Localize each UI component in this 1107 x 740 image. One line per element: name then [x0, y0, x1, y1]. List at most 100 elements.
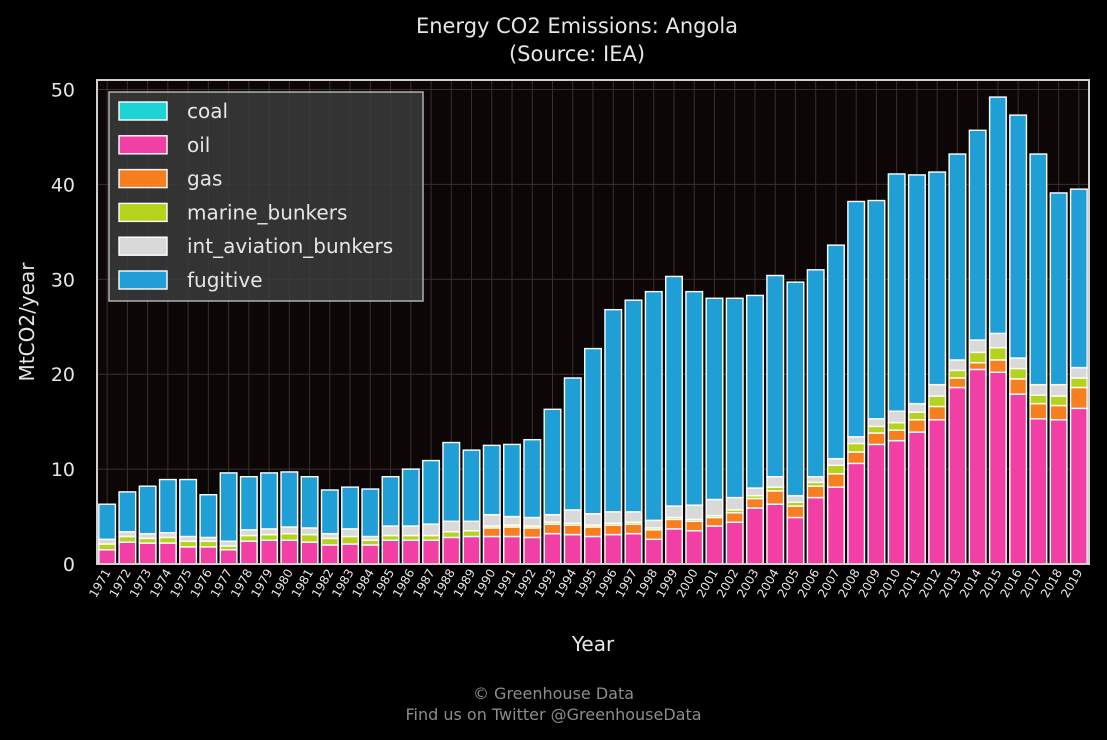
- bar-segment-oil: [422, 539, 441, 565]
- bar-segment-gas: [1009, 378, 1028, 395]
- bar-segment-marine_bunkers: [300, 533, 319, 543]
- legend-label-gas: gas: [187, 167, 222, 191]
- y-tick-label: 10: [51, 459, 75, 481]
- bar-segment-gas: [847, 451, 866, 465]
- bar-segment-int_aviation_bunkers: [988, 332, 1007, 349]
- bar-segment-marine_bunkers: [1049, 395, 1068, 407]
- bar-segment-oil: [826, 486, 845, 565]
- legend-swatch-coal: [118, 101, 168, 121]
- bar-segment-oil: [685, 530, 704, 565]
- bar-segment-fugitive: [583, 347, 603, 515]
- bar-segment-fugitive: [725, 297, 744, 499]
- bar-segment-gas: [604, 524, 623, 536]
- bar-segment-gas: [887, 429, 906, 442]
- bar-segment-gas: [928, 405, 947, 421]
- bar-segment-fugitive: [381, 475, 400, 527]
- bar-segment-marine_bunkers: [887, 421, 906, 431]
- bar-segment-fugitive: [138, 485, 157, 535]
- bar-segment-marine_bunkers: [280, 532, 299, 541]
- bar-segment-int_aviation_bunkers: [482, 513, 501, 527]
- bar-segment-int_aviation_bunkers: [664, 505, 683, 519]
- bar-segment-fugitive: [664, 275, 683, 507]
- bar-segment-oil: [401, 539, 420, 565]
- bar-segment-oil: [563, 533, 582, 565]
- bar-segment-marine_bunkers: [381, 534, 400, 541]
- bar-segment-fugitive: [685, 290, 704, 506]
- bar-segment-fugitive: [462, 449, 481, 522]
- bar-segment-fugitive: [948, 153, 967, 361]
- bar-segment-oil: [300, 541, 319, 565]
- bar-segment-marine_bunkers: [341, 535, 360, 545]
- bar-segment-marine_bunkers: [422, 534, 441, 541]
- bar-segment-oil: [543, 532, 562, 565]
- bar-segment-oil: [239, 540, 258, 565]
- bar-segment-marine_bunkers: [442, 531, 461, 539]
- bar-segment-oil: [219, 549, 238, 565]
- bar-segment-int_aviation_bunkers: [543, 513, 562, 523]
- legend-label-fugitive: fugitive: [187, 268, 263, 292]
- y-axis-label: MtCO2/year: [15, 262, 39, 382]
- bar-segment-marine_bunkers: [907, 411, 926, 421]
- bar-segment-fugitive: [320, 489, 339, 535]
- bar-segment-fugitive: [907, 174, 926, 405]
- bar-segment-fugitive: [361, 488, 380, 538]
- bar-segment-fugitive: [867, 199, 886, 420]
- legend-box: [108, 91, 424, 302]
- bar-segment-oil: [482, 535, 501, 565]
- bar-segment-gas: [543, 523, 562, 535]
- bar-segment-oil: [725, 521, 744, 565]
- bar-segment-marine_bunkers: [928, 395, 947, 408]
- chart-title: Energy CO2 Emissions: Angola: [416, 14, 738, 38]
- bar-segment-oil: [503, 535, 522, 565]
- bar-segment-oil: [260, 539, 279, 565]
- bar-segment-fugitive: [786, 281, 805, 497]
- bar-segment-fugitive: [1049, 192, 1068, 386]
- bar-segment-oil: [523, 536, 542, 565]
- bar-segment-int_aviation_bunkers: [948, 359, 967, 372]
- bar-segment-fugitive: [988, 96, 1007, 335]
- legend-swatch-oil: [118, 135, 168, 155]
- bar-segment-fugitive: [1069, 188, 1088, 369]
- plot-frame: [96, 79, 1090, 565]
- bar-segment-int_aviation_bunkers: [583, 513, 603, 526]
- bar-segment-fugitive: [705, 297, 724, 501]
- bar-segment-int_aviation_bunkers: [887, 410, 906, 424]
- bar-segment-marine_bunkers: [199, 540, 218, 548]
- bar-segment-gas: [563, 524, 582, 536]
- bar-segment-int_aviation_bunkers: [98, 538, 117, 545]
- bar-segment-gas: [705, 516, 724, 527]
- bar-segment-int_aviation_bunkers: [604, 511, 623, 524]
- bar-segment-gas: [1049, 404, 1068, 421]
- bar-segment-oil: [867, 443, 886, 565]
- bar-segment-int_aviation_bunkers: [280, 526, 299, 535]
- legend-label-coal: coal: [187, 99, 228, 123]
- bar-segment-marine_bunkers: [179, 540, 198, 548]
- bar-segment-gas: [503, 526, 522, 538]
- footer-twitter: Find us on Twitter @GreenhouseData: [405, 705, 702, 724]
- bar-segment-oil: [442, 536, 461, 565]
- bar-segment-int_aviation_bunkers: [786, 494, 805, 504]
- bar-segment-fugitive: [280, 471, 299, 528]
- bar-segment-fugitive: [98, 503, 117, 541]
- bar-segment-fugitive: [219, 472, 238, 542]
- bar-segment-gas: [867, 432, 886, 446]
- bar-segment-gas: [1029, 402, 1048, 420]
- bar-segment-oil: [381, 539, 400, 565]
- bar-segment-gas: [664, 518, 683, 530]
- bar-segment-int_aviation_bunkers: [341, 528, 360, 538]
- bar-segment-int_aviation_bunkers: [968, 339, 987, 354]
- y-tick-label: 20: [51, 364, 75, 386]
- bar-segment-gas: [583, 526, 603, 538]
- bar-segment-oil: [138, 542, 157, 565]
- bar-segment-fugitive: [482, 444, 501, 516]
- footer-copyright: © Greenhouse Data: [472, 684, 635, 703]
- bar-segment-int_aviation_bunkers: [745, 487, 764, 497]
- y-tick-label: 0: [63, 554, 75, 576]
- bar-segment-oil: [928, 419, 947, 565]
- bar-segment-int_aviation_bunkers: [219, 540, 238, 547]
- bar-segment-oil: [948, 386, 967, 565]
- bar-segment-fugitive: [179, 478, 198, 538]
- bar-segment-fugitive: [1009, 114, 1028, 359]
- bar-segment-gas: [968, 362, 987, 371]
- bar-segment-oil: [320, 544, 339, 565]
